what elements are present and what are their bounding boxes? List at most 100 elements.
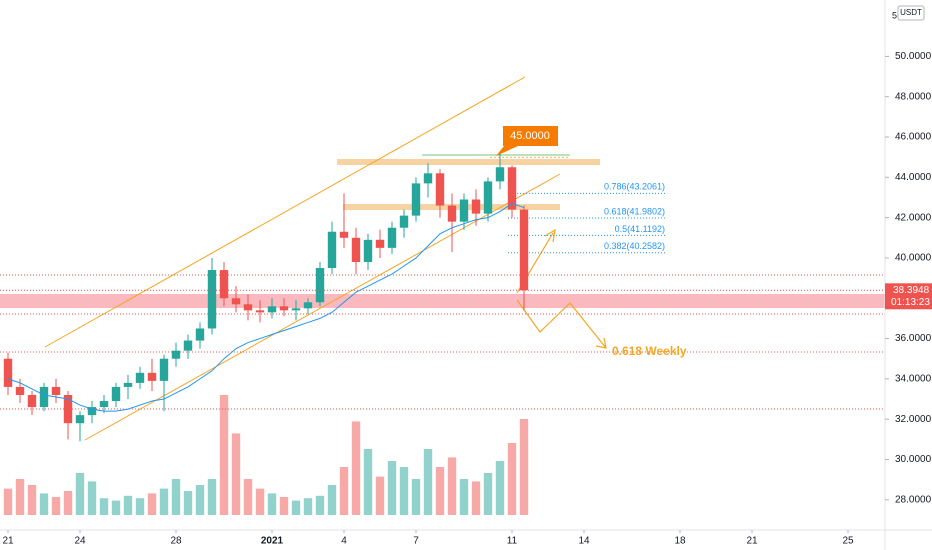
candle-body	[135, 372, 145, 383]
volume-bar	[51, 497, 61, 515]
candle-body	[423, 173, 433, 184]
candle-body	[15, 386, 25, 395]
candle-body	[399, 215, 409, 228]
y-tick-label: 46.0000	[895, 132, 932, 143]
x-tick-label: 24	[74, 536, 86, 547]
volume-bar	[387, 461, 397, 515]
y-tick-label: 44.0000	[895, 172, 932, 183]
candle-body	[219, 270, 229, 299]
candle-body	[339, 231, 349, 238]
candle-body	[63, 394, 73, 424]
candle-body	[39, 386, 49, 408]
volume-bar	[243, 479, 253, 515]
fib-label: 0.786(43.2061)	[604, 182, 665, 192]
candle-body	[243, 304, 253, 311]
y-tick-label: 40.0000	[895, 253, 932, 264]
candle-body	[195, 328, 205, 341]
candle-body	[99, 401, 109, 408]
candle-body	[459, 199, 469, 222]
x-tick-label: 25	[842, 536, 854, 547]
y-tick-label: 48.0000	[895, 91, 932, 102]
volume-bar	[507, 443, 517, 515]
x-tick-label: 7	[413, 536, 419, 547]
countdown: 01:13:23	[891, 297, 930, 308]
x-tick-label: 14	[578, 536, 590, 547]
candle-body	[447, 205, 457, 222]
y-tick-label: 32.0000	[895, 414, 932, 425]
candle-body	[471, 199, 481, 214]
candle-body	[291, 308, 301, 311]
y-tick-label: 42.0000	[895, 212, 932, 223]
candle-body	[495, 167, 505, 182]
volume-bar	[351, 421, 361, 515]
volume-bar	[423, 449, 433, 515]
fib-label: 0.382(40.2582)	[604, 241, 665, 251]
candle-body	[171, 350, 181, 359]
currency-badge	[897, 5, 925, 21]
volume-bar	[75, 473, 85, 515]
volume-bar	[315, 495, 325, 515]
candle-body	[507, 167, 517, 210]
resistance-band	[337, 159, 600, 165]
volume-bar	[363, 449, 373, 515]
volume-bar	[195, 485, 205, 515]
volume-bar	[291, 500, 301, 515]
x-tick-label: 21	[746, 536, 758, 547]
volume-bar	[435, 467, 445, 515]
volume-bar	[495, 461, 505, 515]
fib-label: 0.618(41.9802)	[604, 206, 665, 216]
volume-bar	[411, 479, 421, 515]
x-tick-label: 2021	[261, 536, 284, 547]
y-tick-label: 36.0000	[895, 333, 932, 344]
candle-body	[123, 382, 133, 387]
fib-label: 0.5(41.1192)	[615, 224, 665, 234]
candle-body	[183, 340, 193, 351]
candle-body	[387, 227, 397, 248]
candle-body	[363, 239, 373, 262]
last-price-badge	[885, 283, 932, 310]
volume-bar	[447, 457, 457, 515]
volume-bar	[519, 419, 529, 515]
volume-bar	[279, 497, 289, 515]
candle-body	[3, 358, 13, 387]
volume-bar	[3, 488, 13, 515]
volume-bar	[399, 467, 409, 515]
arrow-down	[516, 299, 607, 349]
volume-bar	[111, 500, 121, 515]
volume-bar	[27, 485, 37, 515]
candle-body	[231, 298, 241, 305]
volume-bar	[147, 493, 157, 515]
volume-bar	[471, 481, 481, 515]
volume-bar	[183, 491, 193, 515]
volume-bar	[339, 467, 349, 515]
volume-bar	[159, 488, 169, 515]
candle-body	[435, 173, 445, 206]
volume-bar	[171, 479, 181, 515]
plot: 0.786(43.2061) 0.618(41.9802) 0.5(41.1192)…	[3, 153, 665, 515]
candle-body	[27, 394, 37, 408]
candle-body	[327, 231, 337, 269]
moving-average	[7, 202, 525, 412]
candle-body	[279, 306, 289, 311]
volume-bar	[87, 481, 97, 515]
y-tick-label: 34.0000	[895, 373, 932, 384]
volume-bar	[123, 495, 133, 515]
target-callout	[496, 126, 558, 156]
x-tick-label: 11	[507, 536, 518, 547]
candle-body	[375, 239, 385, 248]
volume-bar	[483, 473, 493, 515]
candle-body	[255, 310, 265, 313]
volume-bar	[15, 479, 25, 515]
candle-body	[315, 268, 325, 303]
candle-body	[267, 306, 277, 313]
volume-bar	[327, 485, 337, 515]
volume-bar	[231, 433, 241, 515]
volume-bar	[39, 493, 49, 515]
channel-upper	[44, 76, 526, 348]
candle-body	[159, 358, 169, 381]
candle-body	[303, 302, 313, 309]
volume-bar	[63, 491, 73, 515]
volume-bar	[135, 498, 145, 515]
currency: USDT	[900, 8, 922, 17]
